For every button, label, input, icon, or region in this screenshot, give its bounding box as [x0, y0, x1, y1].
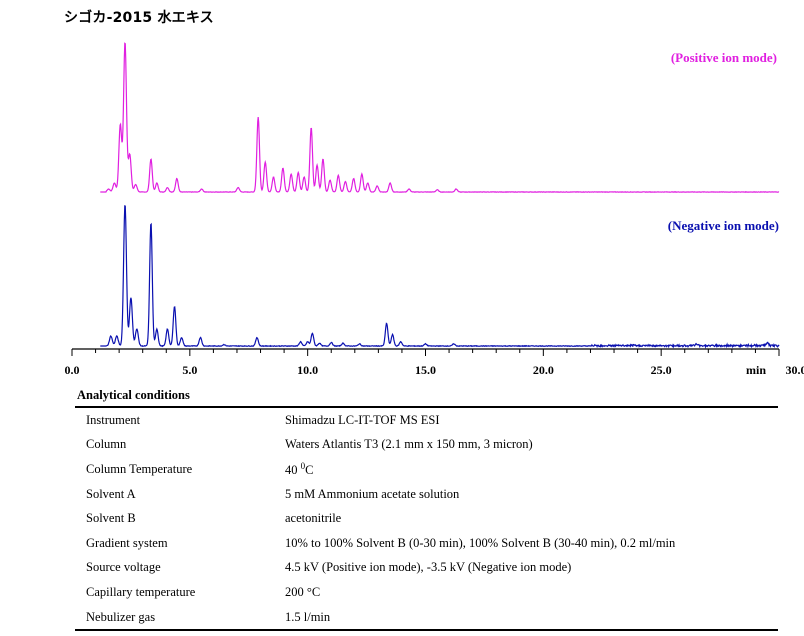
- page-title: シゴカ-2015 水エキス: [64, 10, 214, 26]
- table-row: Capillary temperature 200 °C: [75, 580, 778, 605]
- analytical-conditions: Analytical conditions Instrument Shimadz…: [75, 386, 779, 632]
- param-value-main: 40: [285, 463, 301, 478]
- legend-negative-ion-mode: (Negative ion mode): [668, 218, 779, 233]
- negative-ion-trace: [100, 205, 780, 349]
- param-value: 4.5 kV (Positive ion mode), -3.5 kV (Neg…: [285, 560, 572, 575]
- param-label: Instrument: [86, 412, 141, 427]
- param-value: 10% to 100% Solvent B (0-30 min), 100% S…: [285, 535, 676, 550]
- param-value-unit: C: [305, 463, 314, 478]
- legend-positive-ion-mode: (Positive ion mode): [671, 50, 777, 65]
- param-label: Column: [86, 437, 127, 452]
- chromatogram-chart: (Positive ion mode) (Negative ion mode) …: [65, 42, 804, 377]
- param-label: Nebulizer gas: [86, 609, 156, 624]
- x-axis-unit-label: min: [746, 363, 766, 377]
- param-value: 5 mM Ammonium acetate solution: [285, 486, 460, 501]
- param-label: Solvent B: [86, 511, 136, 526]
- param-value: 200 °C: [285, 584, 321, 599]
- param-value: acetonitrile: [285, 511, 342, 526]
- table-row: Nebulizer gas 1.5 l/min: [75, 605, 778, 631]
- param-value: 1.5 l/min: [285, 609, 331, 624]
- x-tick-label: 5.0: [182, 363, 197, 377]
- degree-superscript: 0: [300, 460, 306, 471]
- x-tick-label: 10.0: [297, 363, 318, 377]
- x-tick-label: 25.0: [651, 363, 672, 377]
- param-value: Waters Atlantis T3 (2.1 mm x 150 mm, 3 m…: [285, 437, 533, 452]
- table-row: Solvent A 5 mM Ammonium acetate solution: [75, 482, 778, 507]
- param-label: Capillary temperature: [86, 584, 196, 599]
- x-tick-label: 0.0: [65, 363, 80, 377]
- param-label: Gradient system: [86, 535, 168, 550]
- chromatogram-traces: [100, 42, 780, 349]
- x-axis-ticks: 0.0 5.0 10.0 15.0 20.0 25.0 30.0: [65, 349, 804, 377]
- conditions-table: Instrument Shimadzu LC-IT-TOF MS ESI Col…: [75, 406, 778, 632]
- positive-ion-trace: [100, 42, 780, 193]
- table-row: Gradient system 10% to 100% Solvent B (0…: [75, 531, 778, 556]
- param-value: Shimadzu LC-IT-TOF MS ESI: [285, 412, 440, 427]
- param-label: Source voltage: [86, 560, 161, 575]
- analytical-conditions-heading: Analytical conditions: [77, 388, 190, 402]
- table-row: Solvent B acetonitrile: [75, 506, 778, 531]
- param-label: Solvent A: [86, 486, 136, 501]
- param-label: Column Temperature: [86, 461, 193, 476]
- table-row: Source voltage 4.5 kV (Positive ion mode…: [75, 556, 778, 581]
- x-tick-label: 15.0: [415, 363, 436, 377]
- table-row: Column Waters Atlantis T3 (2.1 mm x 150 …: [75, 433, 778, 458]
- x-tick-label: 20.0: [533, 363, 554, 377]
- table-row: Column Temperature 40 0C: [75, 457, 778, 482]
- param-value: 40 0C: [285, 457, 778, 482]
- x-tick-label: 30.0: [786, 363, 804, 377]
- table-row: Instrument Shimadzu LC-IT-TOF MS ESI: [75, 407, 778, 433]
